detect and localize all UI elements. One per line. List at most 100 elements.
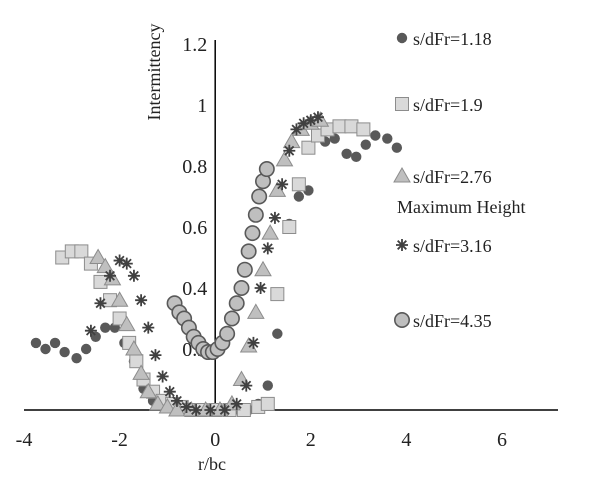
data-point bbox=[30, 337, 42, 349]
y-tick-label: 0.8 bbox=[182, 156, 207, 178]
data-point bbox=[261, 242, 274, 255]
data-point bbox=[84, 324, 97, 337]
y-tick-label: 0.6 bbox=[182, 217, 207, 239]
data-point bbox=[170, 394, 183, 407]
data-point bbox=[59, 346, 70, 358]
series-5 bbox=[166, 161, 275, 361]
data-point bbox=[246, 303, 265, 319]
x-tick-label: -4 bbox=[16, 429, 33, 451]
data-point bbox=[240, 243, 257, 260]
data-point bbox=[230, 397, 243, 410]
data-point bbox=[142, 321, 155, 334]
data-point bbox=[100, 322, 111, 333]
data-point bbox=[293, 191, 305, 202]
data-point bbox=[132, 364, 150, 380]
legend-marker bbox=[396, 32, 408, 44]
data-point bbox=[113, 254, 126, 267]
data-point bbox=[74, 244, 89, 259]
data-point bbox=[71, 352, 82, 364]
data-point bbox=[301, 140, 316, 155]
data-point bbox=[218, 404, 231, 416]
data-point bbox=[262, 380, 273, 391]
legend: s/dFr=1.18 s/dFr=1.9 s/dFr=2.76 s/dFr=3.16 s… bbox=[393, 29, 526, 331]
data-point bbox=[120, 257, 133, 270]
data-point bbox=[247, 206, 264, 223]
data-point bbox=[291, 177, 306, 192]
legend-entry: s/dFr=1.9 bbox=[413, 95, 483, 115]
data-point bbox=[168, 400, 186, 417]
data-point bbox=[40, 343, 51, 355]
data-point bbox=[93, 274, 108, 289]
legend-marker bbox=[393, 166, 411, 183]
x-tick-label: 4 bbox=[401, 429, 411, 451]
data-point bbox=[96, 257, 115, 274]
data-point bbox=[117, 315, 136, 332]
data-point bbox=[49, 337, 61, 349]
data-point bbox=[223, 310, 240, 327]
data-point bbox=[190, 404, 203, 416]
data-point bbox=[254, 282, 267, 294]
legend-marker bbox=[393, 311, 410, 328]
legend-entry: s/dFr=2.76 bbox=[413, 167, 492, 187]
data-point bbox=[254, 260, 272, 277]
data-point bbox=[149, 349, 162, 362]
data-point bbox=[344, 119, 359, 134]
data-point bbox=[391, 142, 403, 153]
data-point bbox=[89, 248, 107, 264]
legend-entry: s/dFr=4.35 bbox=[413, 311, 492, 331]
data-point bbox=[156, 370, 169, 383]
data-point bbox=[80, 343, 92, 355]
data-point bbox=[104, 269, 117, 282]
data-point bbox=[304, 114, 317, 127]
data-point bbox=[258, 161, 275, 178]
data-point bbox=[260, 396, 275, 411]
data-point bbox=[94, 297, 107, 310]
data-point bbox=[251, 188, 268, 205]
x-tick-label: -2 bbox=[111, 429, 128, 451]
series-4 bbox=[84, 111, 324, 416]
data-point bbox=[125, 339, 143, 356]
data-point bbox=[139, 382, 158, 399]
data-point bbox=[148, 394, 167, 411]
legend-marker bbox=[395, 97, 409, 111]
data-point bbox=[382, 133, 393, 144]
legend-entry: s/dFr=3.16 bbox=[413, 236, 492, 256]
data-point bbox=[351, 151, 362, 163]
data-point bbox=[283, 144, 296, 157]
data-point bbox=[244, 225, 261, 242]
data-point bbox=[370, 130, 381, 141]
data-point bbox=[360, 139, 371, 150]
data-point bbox=[180, 400, 193, 413]
data-point bbox=[247, 336, 260, 349]
data-point bbox=[236, 261, 253, 278]
data-point bbox=[261, 224, 280, 240]
data-point bbox=[204, 404, 217, 416]
legend-marker bbox=[396, 239, 408, 251]
data-point bbox=[268, 211, 281, 224]
x-tick-label: 2 bbox=[306, 429, 316, 451]
y-axis-label: Intermittency bbox=[144, 24, 164, 121]
y-tick-label: 0.4 bbox=[182, 278, 207, 300]
data-point bbox=[297, 117, 310, 130]
legend-entry: s/dFr=1.18 bbox=[413, 29, 492, 49]
data-point bbox=[219, 325, 236, 342]
data-point bbox=[90, 331, 101, 342]
y-tick-label: 1 bbox=[197, 95, 207, 117]
y-tick-label: 1.2 bbox=[182, 34, 207, 56]
axes: -4-2024600.20.40.60.811.2 bbox=[16, 34, 558, 451]
data-point bbox=[228, 295, 245, 312]
data-point bbox=[270, 287, 285, 302]
data-point bbox=[282, 220, 297, 234]
data-point bbox=[240, 379, 253, 392]
data-point bbox=[233, 279, 250, 296]
data-point bbox=[311, 111, 324, 124]
x-tick-label: 0 bbox=[210, 429, 220, 451]
data-point bbox=[341, 148, 352, 159]
data-point bbox=[127, 269, 140, 282]
data-point bbox=[135, 294, 148, 307]
data-point bbox=[290, 123, 303, 136]
data-point bbox=[272, 328, 283, 339]
x-axis-label: r/bc bbox=[198, 454, 226, 474]
data-point bbox=[356, 122, 371, 137]
